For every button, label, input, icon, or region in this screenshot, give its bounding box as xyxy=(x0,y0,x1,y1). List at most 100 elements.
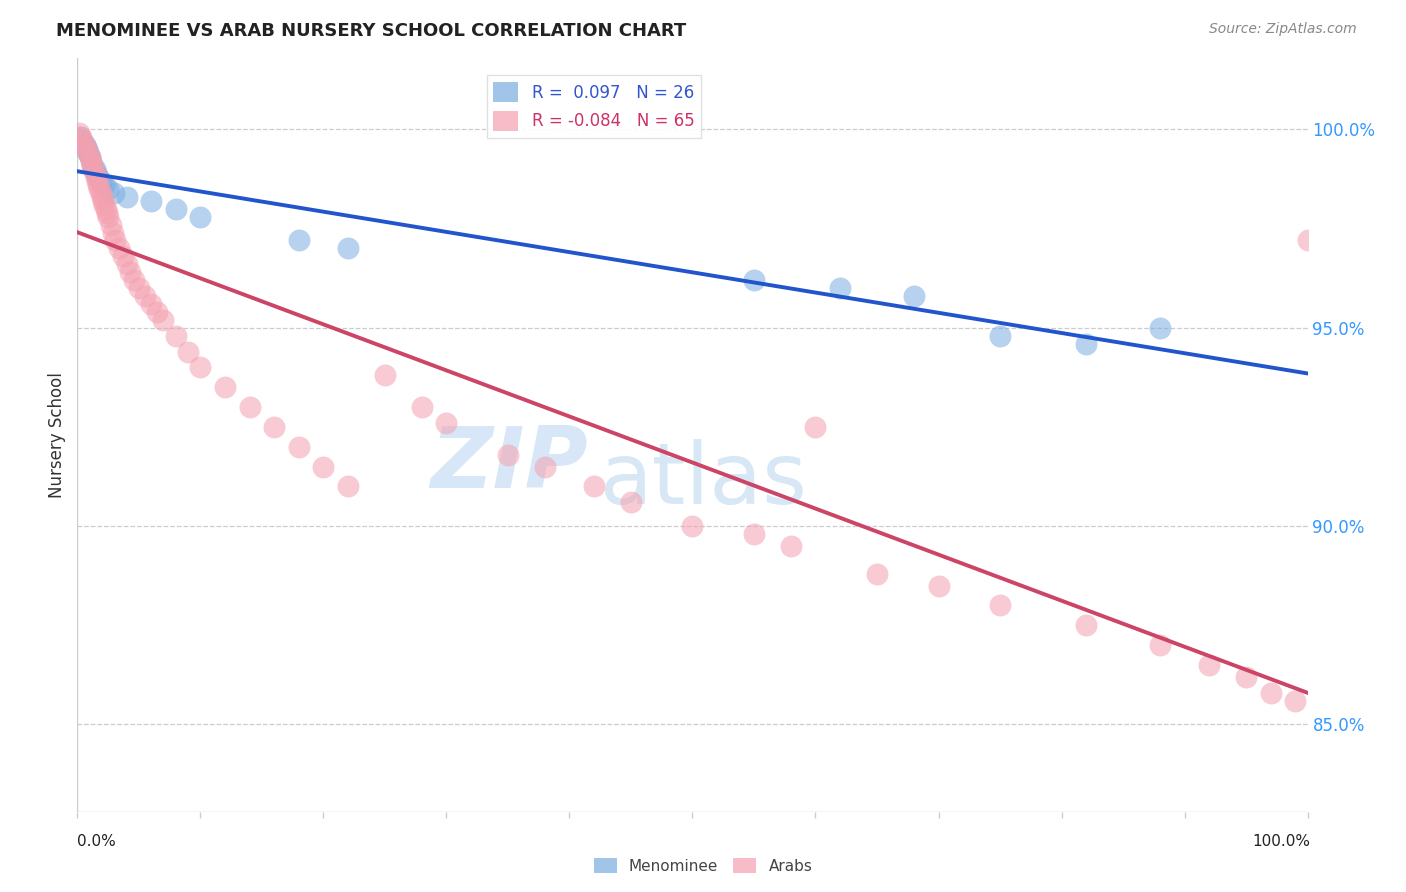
Point xyxy=(1296,234,1319,248)
Point xyxy=(70,130,93,145)
Point xyxy=(742,273,765,287)
Text: Source: ZipAtlas.com: Source: ZipAtlas.com xyxy=(1209,22,1357,37)
Point xyxy=(91,194,114,208)
Point xyxy=(77,146,100,161)
Text: MENOMINEE VS ARAB NURSERY SCHOOL CORRELATION CHART: MENOMINEE VS ARAB NURSERY SCHOOL CORRELA… xyxy=(56,22,686,40)
Point xyxy=(1260,686,1282,700)
Point xyxy=(190,210,212,224)
Point xyxy=(177,344,200,359)
Point xyxy=(1076,336,1098,351)
Point xyxy=(804,420,827,434)
Point xyxy=(79,150,101,164)
Point xyxy=(103,186,125,200)
Text: atlas: atlas xyxy=(600,439,808,522)
Point xyxy=(87,178,110,192)
Point xyxy=(742,527,765,541)
Text: ZIP: ZIP xyxy=(430,424,588,507)
Point xyxy=(70,134,93,148)
Point xyxy=(100,218,122,232)
Text: 100.0%: 100.0% xyxy=(1253,834,1310,849)
Point xyxy=(108,241,131,255)
Point xyxy=(534,459,557,474)
Point xyxy=(82,162,104,177)
Point xyxy=(111,249,134,263)
Point xyxy=(141,194,163,208)
Point xyxy=(312,459,335,474)
Point xyxy=(97,210,120,224)
Point xyxy=(411,400,433,414)
Point xyxy=(96,205,118,219)
Point xyxy=(1149,638,1171,652)
Point xyxy=(288,440,311,454)
Point xyxy=(122,273,145,287)
Point xyxy=(583,479,606,493)
Point xyxy=(239,400,262,414)
Point xyxy=(830,281,852,295)
Point xyxy=(83,162,105,177)
Point xyxy=(780,539,803,553)
Point xyxy=(165,202,187,216)
Point xyxy=(70,134,93,148)
Point xyxy=(620,495,643,509)
Legend: Menominee, Arabs: Menominee, Arabs xyxy=(588,852,818,880)
Point xyxy=(82,158,104,172)
Point xyxy=(1234,670,1257,684)
Point xyxy=(89,182,111,196)
Point xyxy=(93,178,115,192)
Point xyxy=(84,169,107,184)
Point xyxy=(69,130,91,145)
Point xyxy=(134,289,156,303)
Point xyxy=(101,226,124,240)
Point xyxy=(337,479,360,493)
Point xyxy=(337,241,360,255)
Point xyxy=(288,234,311,248)
Point xyxy=(165,328,187,343)
Point xyxy=(73,138,96,153)
Point xyxy=(90,174,112,188)
Point xyxy=(90,186,112,200)
Y-axis label: Nursery School: Nursery School xyxy=(48,372,66,498)
Text: 0.0%: 0.0% xyxy=(77,834,117,849)
Point xyxy=(152,313,174,327)
Point xyxy=(76,142,98,156)
Point xyxy=(988,328,1011,343)
Legend: R =  0.097   N = 26, R = -0.084   N = 65: R = 0.097 N = 26, R = -0.084 N = 65 xyxy=(486,75,702,137)
Point xyxy=(115,257,138,271)
Point xyxy=(93,198,115,212)
Point xyxy=(903,289,925,303)
Point xyxy=(214,380,236,394)
Point xyxy=(496,448,519,462)
Point xyxy=(77,146,100,161)
Point xyxy=(866,566,889,581)
Point xyxy=(263,420,285,434)
Point xyxy=(75,142,97,156)
Point xyxy=(104,234,127,248)
Point xyxy=(79,150,101,164)
Point xyxy=(97,182,120,196)
Point xyxy=(1076,618,1098,632)
Point xyxy=(86,174,108,188)
Point xyxy=(120,265,142,279)
Point xyxy=(80,154,103,169)
Point xyxy=(67,126,90,140)
Point xyxy=(1149,320,1171,334)
Point xyxy=(94,202,117,216)
Point xyxy=(1284,693,1306,707)
Point xyxy=(83,166,105,180)
Point xyxy=(141,297,163,311)
Point xyxy=(190,360,212,375)
Point xyxy=(73,138,96,153)
Point xyxy=(1198,657,1220,672)
Point xyxy=(128,281,150,295)
Point xyxy=(146,305,169,319)
Point xyxy=(374,368,396,383)
Point xyxy=(90,190,114,204)
Point xyxy=(115,190,138,204)
Point xyxy=(436,416,458,430)
Point xyxy=(988,599,1011,613)
Point xyxy=(84,166,107,180)
Point xyxy=(928,578,950,592)
Point xyxy=(87,169,110,184)
Point xyxy=(82,158,104,172)
Point xyxy=(682,519,704,533)
